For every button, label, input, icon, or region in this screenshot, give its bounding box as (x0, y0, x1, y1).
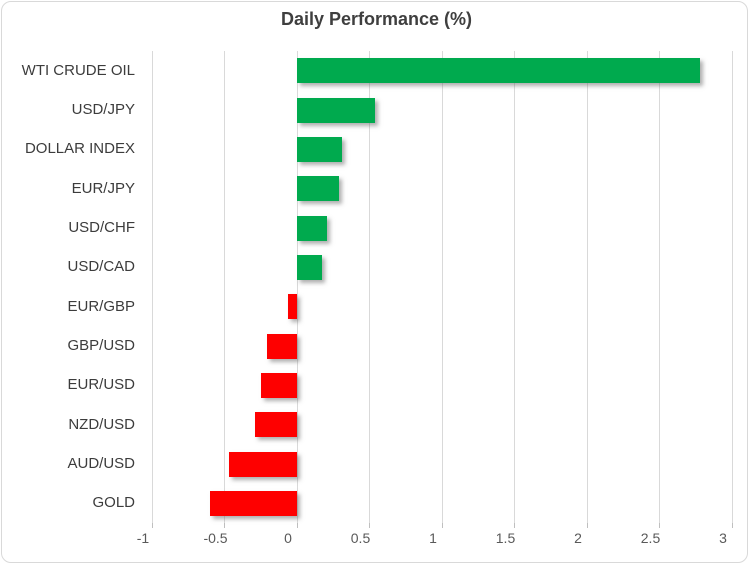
bar-usd-chf (297, 215, 328, 241)
category-label-aud-usd: AUD/USD (67, 455, 135, 472)
gridline (731, 51, 733, 523)
category-label-eur-usd: EUR/USD (67, 376, 135, 394)
x-axis-tick (151, 523, 153, 528)
chart-title: Daily Performance (%) (280, 9, 473, 29)
gridline (586, 51, 588, 523)
x-axis-tick (586, 523, 588, 528)
bar-gbp-usd (266, 333, 297, 359)
x-axis-tick-label: 0.5 (350, 530, 371, 546)
category-label-eur-gbp: EUR/GBP (67, 297, 135, 315)
bar-eur-gbp (288, 294, 297, 320)
bar-usd-cad (297, 254, 322, 280)
category-label-dollar-index: DOLLAR INDEX (24, 140, 135, 158)
category-label-gbp-usd: GBP/USD (67, 337, 135, 354)
gridline (151, 51, 153, 523)
gridline (369, 51, 370, 523)
category-label-eur-jpy: EUR/JPY (71, 179, 135, 197)
bar-eur-usd (260, 372, 297, 398)
bar-usd-jpy (297, 97, 376, 123)
x-axis-tick-label: -1 (136, 530, 150, 546)
x-axis-tick (369, 523, 370, 528)
x-axis-tick (224, 523, 225, 528)
bar-nzd-usd (254, 412, 297, 438)
x-axis-tick-label: 2 (574, 530, 582, 546)
x-axis-tick-label: 1 (429, 530, 437, 546)
x-axis-tick (441, 523, 443, 528)
gridline (296, 51, 298, 523)
category-label-gold: GOLD (92, 494, 135, 512)
category-label-usd-chf: USD/CHF (68, 219, 135, 236)
bar-aud-usd (228, 451, 297, 477)
category-label-nzd-usd: NZD/USD (68, 415, 135, 433)
x-axis-tick-label: 0 (284, 530, 292, 546)
x-axis-tick (659, 523, 660, 528)
gridline (441, 51, 443, 523)
x-axis-tick-label: 3 (719, 530, 727, 546)
x-axis-tick-label: -0.5 (203, 530, 228, 546)
gridline (224, 51, 225, 523)
x-axis-tick-label: 1.5 (495, 530, 516, 546)
x-axis-tick (296, 523, 298, 528)
bar-eur-jpy (297, 176, 340, 202)
gridline (514, 51, 515, 523)
x-axis-tick (514, 523, 515, 528)
category-label-usd-jpy: USD/JPY (71, 101, 135, 118)
x-axis-tick (731, 523, 733, 528)
gridline (659, 51, 660, 523)
x-axis-tick-label: 2.5 (640, 530, 661, 546)
category-label-usd-cad: USD/CAD (67, 258, 135, 276)
bar-wti-crude-oil (297, 58, 701, 84)
bar-gold (210, 490, 297, 516)
bar-dollar-index (297, 136, 342, 162)
category-label-wti-crude-oil: WTI CRUDE OIL (21, 61, 135, 79)
